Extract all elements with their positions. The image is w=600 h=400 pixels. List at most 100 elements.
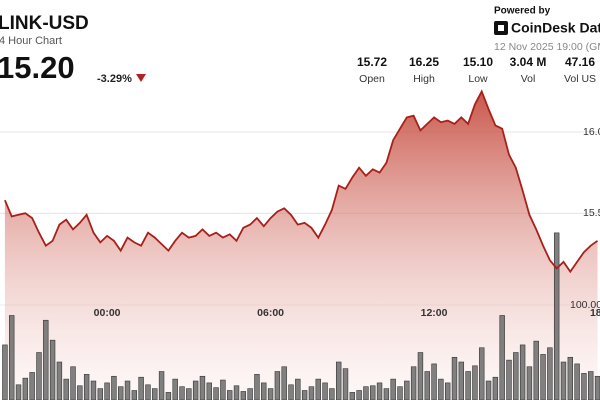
brand-logo-inner xyxy=(498,25,504,31)
volume-bar xyxy=(335,361,342,400)
stat-value: 3.04 M xyxy=(510,55,547,69)
volume-bar xyxy=(513,352,519,400)
volume-bar xyxy=(424,371,430,400)
volume-bar xyxy=(77,385,83,400)
volume-bar xyxy=(90,380,97,400)
volume-bar xyxy=(281,366,287,400)
volume-bar xyxy=(36,352,42,400)
volume-bar xyxy=(315,378,321,400)
volume-bar xyxy=(547,347,553,400)
volume-bar xyxy=(506,359,512,400)
timestamp: 12 Nov 2025 19:00 (GM xyxy=(494,41,600,53)
volume-bar xyxy=(288,384,294,400)
volume-bar xyxy=(233,385,240,400)
volume-bar xyxy=(15,384,22,400)
volume-bar xyxy=(383,388,390,400)
volume-bar xyxy=(152,388,158,400)
volume-bar xyxy=(553,232,560,400)
stat-label: Open xyxy=(359,73,385,85)
volume-bar xyxy=(254,374,260,400)
change: -3.29% xyxy=(97,73,132,85)
volume-bar xyxy=(83,374,90,400)
volume-bar xyxy=(540,354,546,400)
volume-bar xyxy=(49,339,56,400)
volume-bar xyxy=(472,365,478,400)
volume-bar xyxy=(295,378,301,400)
y2-tick-label: 100.00 xyxy=(570,299,600,311)
y-tick-label: 15.5 xyxy=(583,207,600,219)
volume-bar xyxy=(499,315,505,400)
subtitle: 4 Hour Chart xyxy=(0,35,62,47)
volume-bar xyxy=(240,391,247,400)
stat-value: 16.25 xyxy=(409,55,439,69)
stat-label: High xyxy=(413,73,435,85)
volume-bar xyxy=(192,380,199,400)
volume-bar xyxy=(438,378,444,400)
symbol: LINK-USD xyxy=(0,13,89,34)
stat-label: Low xyxy=(468,73,488,85)
y-tick-label: 16.0 xyxy=(583,126,600,138)
volume-bar xyxy=(158,371,165,400)
down-arrow xyxy=(136,74,146,82)
volume-bar xyxy=(206,382,212,400)
stat-value: 15.72 xyxy=(357,55,387,69)
volume-bar xyxy=(56,361,63,400)
volume-bar xyxy=(581,373,587,400)
brand: CoinDesk Dat xyxy=(511,20,600,36)
volume-bar xyxy=(533,340,539,400)
volume-bar xyxy=(179,386,185,400)
volume-bar xyxy=(97,388,103,400)
stat-label: Vol xyxy=(521,73,536,85)
volume-bar xyxy=(213,387,219,400)
volume-bar xyxy=(376,382,383,400)
volume-bar xyxy=(63,378,69,400)
stat-value: 47.16 xyxy=(565,55,595,69)
volume-bar xyxy=(479,347,485,400)
volume-bar xyxy=(199,375,206,400)
volume-bar xyxy=(397,386,403,400)
x-tick-label: 06:00 xyxy=(257,307,284,319)
volume-bar xyxy=(124,380,131,400)
volume-bar xyxy=(560,361,567,400)
volume-bar xyxy=(417,352,424,400)
stat-label: Vol US xyxy=(564,73,596,85)
volume-bar xyxy=(444,382,451,400)
volume-bar xyxy=(356,390,362,400)
volume-bar xyxy=(22,377,29,400)
volume-bar xyxy=(458,361,465,400)
volume-bar xyxy=(172,378,178,400)
price: 15.20 xyxy=(0,50,75,85)
volume-bar xyxy=(567,356,573,400)
volume-bar xyxy=(390,378,396,400)
volume-bar xyxy=(220,379,226,400)
x-tick-label: 00:00 xyxy=(94,307,121,319)
volume-bar xyxy=(186,388,192,400)
stat-value: 15.10 xyxy=(463,55,493,69)
volume-bar xyxy=(274,371,281,400)
volume-bar xyxy=(451,356,458,400)
volume-bar xyxy=(43,319,49,400)
volume-bar xyxy=(261,382,267,400)
volume-bar xyxy=(308,386,315,400)
volume-bar xyxy=(574,363,580,400)
volume-bar xyxy=(138,376,144,400)
volume-bar xyxy=(410,366,417,400)
volume-bar xyxy=(526,366,533,400)
volume-bar xyxy=(329,388,335,400)
volume-bar xyxy=(70,366,76,400)
volume-bar xyxy=(342,368,349,400)
powered-by: Powered by xyxy=(494,6,551,17)
volume-bar xyxy=(404,380,410,400)
volume-bar xyxy=(301,390,308,400)
volume-bar xyxy=(485,380,492,400)
volume-bar xyxy=(363,386,369,400)
price-line xyxy=(4,89,599,274)
volume-bar xyxy=(349,392,356,400)
volume-bar xyxy=(588,371,594,400)
volume-bar xyxy=(111,375,117,400)
volume-bar xyxy=(145,384,151,400)
price-area xyxy=(4,91,598,400)
volume-bar xyxy=(165,392,172,400)
volume-bar xyxy=(29,372,35,400)
